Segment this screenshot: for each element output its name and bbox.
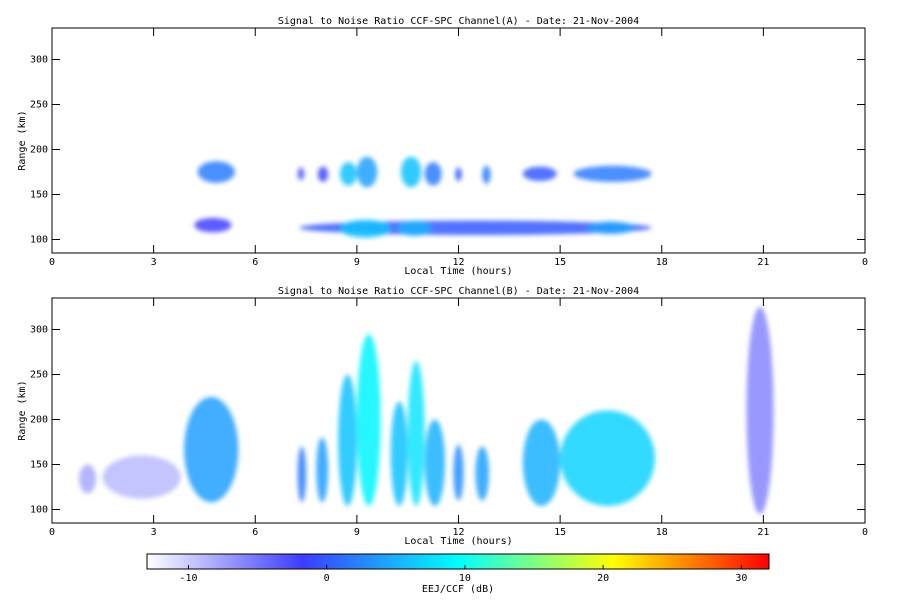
colorbar-ramp (146, 553, 770, 570)
panel-title: Signal to Noise Ratio CCF-SPC Channel(A)… (278, 16, 639, 27)
x-tick-label: 6 (252, 527, 258, 538)
x-tick-label: 9 (354, 527, 360, 538)
echo-region (317, 166, 329, 182)
echo-region (194, 217, 232, 233)
y-tick-label: 250 (30, 370, 48, 381)
echo-region (522, 166, 557, 181)
y-tick-label: 200 (30, 145, 48, 156)
echo-region (407, 361, 425, 506)
x-tick-label: 3 (151, 257, 157, 268)
y-tick-label: 200 (30, 415, 48, 426)
echo-region (482, 165, 491, 184)
colorbar-label: EEJ/CCF (dB) (422, 584, 494, 595)
x-tick-label: 0 (862, 257, 868, 268)
colorbar-tick-label: 30 (735, 573, 747, 584)
echo-region (356, 156, 378, 188)
y-tick-label: 300 (30, 325, 48, 336)
x-axis-label: Local Time (hours) (404, 536, 512, 547)
echo-region (453, 444, 464, 501)
echo-region (587, 221, 635, 235)
panel-title: Signal to Noise Ratio CCF-SPC Channel(B)… (278, 286, 639, 297)
echo-region (297, 446, 307, 503)
x-tick-label: 0 (49, 527, 55, 538)
x-tick-label: 9 (354, 257, 360, 268)
x-tick-label: 12 (452, 257, 464, 268)
y-tick-label: 300 (30, 55, 48, 66)
plot-area: Signal to Noise Ratio CCF-SPC Channel(B)… (17, 286, 868, 547)
x-tick-label: 0 (49, 257, 55, 268)
echo-layer (79, 307, 774, 514)
x-axis-label: Local Time (hours) (404, 266, 512, 277)
x-tick-label: 18 (656, 257, 668, 268)
y-tick-label: 150 (30, 190, 48, 201)
y-tick-label: 150 (30, 460, 48, 471)
echo-region (522, 419, 561, 506)
colorbar: -10 0 10 20 30 EEJ/CCF (dB) (146, 553, 770, 595)
echo-region (102, 455, 181, 499)
colorbar-tick-label: 0 (324, 573, 330, 584)
echo-region (184, 397, 239, 503)
echo-region (475, 446, 489, 501)
x-tick-label: 0 (862, 527, 868, 538)
echo-region (455, 167, 462, 181)
echo-region (397, 220, 432, 236)
y-axis-label: Range (km) (17, 110, 28, 170)
echo-region (356, 334, 381, 506)
colorbar-tick-label: 10 (459, 573, 471, 584)
colorbar-tick-label: 20 (597, 573, 609, 584)
x-tick-label: 21 (757, 257, 769, 268)
echo-region (560, 410, 655, 506)
y-axis-label: Range (km) (17, 380, 28, 440)
x-tick-label: 3 (151, 527, 157, 538)
x-tick-label: 15 (554, 527, 566, 538)
colorbar-tick-label: -10 (179, 573, 197, 584)
echo-region (79, 464, 97, 494)
x-tick-label: 6 (252, 257, 258, 268)
echo-region (197, 161, 235, 183)
echo-region (297, 167, 305, 181)
echo-region (746, 307, 774, 514)
echo-region (424, 419, 445, 506)
y-tick-label: 100 (30, 235, 48, 246)
plot-frame (51, 27, 866, 254)
plot-area: Signal to Noise Ratio CCF-SPC Channel(A)… (17, 16, 868, 277)
x-tick-label: 12 (452, 527, 464, 538)
echo-region (573, 165, 652, 182)
echo-region (400, 156, 422, 188)
echo-region (316, 437, 329, 503)
y-tick-label: 100 (30, 505, 48, 516)
echo-region (424, 162, 442, 186)
echo-region (390, 401, 408, 506)
echo-region (339, 219, 391, 238)
x-tick-label: 18 (656, 527, 668, 538)
x-tick-label: 21 (757, 527, 769, 538)
echo-region (338, 374, 357, 506)
x-tick-label: 15 (554, 257, 566, 268)
echo-region (339, 162, 357, 186)
y-tick-label: 250 (30, 100, 48, 111)
echo-layer (194, 156, 652, 238)
